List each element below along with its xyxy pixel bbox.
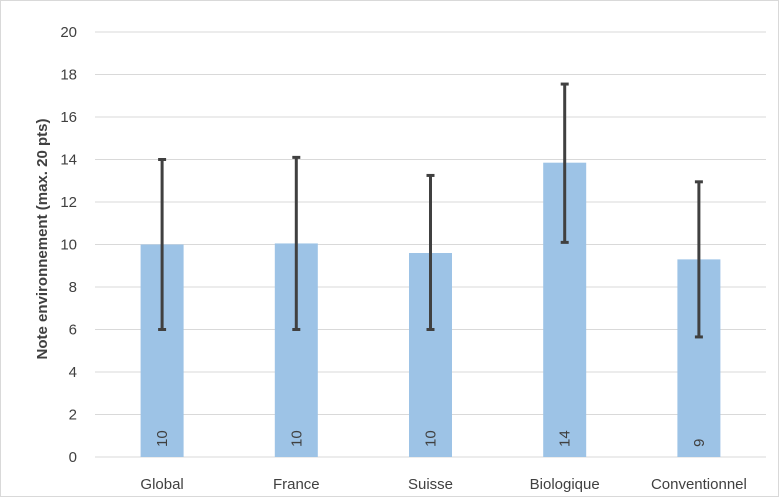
- data-label: 10: [154, 430, 171, 447]
- error-bar: [292, 155, 301, 331]
- data-label: 10: [423, 430, 440, 447]
- data-labels: 10 10 10 14 9: [154, 430, 708, 447]
- y-tick-label: 14: [60, 152, 77, 169]
- y-tick-label: 6: [69, 322, 77, 339]
- gridlines: [95, 31, 766, 458]
- data-label: 9: [691, 439, 708, 447]
- error-bar: [560, 82, 569, 244]
- x-axis-categories: Global France Suisse Biologique Conventionne…: [140, 476, 746, 493]
- data-label: 14: [557, 430, 574, 447]
- y-tick-label: 0: [69, 449, 77, 466]
- y-tick-label: 8: [69, 279, 77, 296]
- error-bar: [694, 180, 703, 339]
- y-tick-label: 18: [60, 67, 77, 84]
- error-bar: [158, 158, 167, 331]
- y-tick-label: 4: [69, 364, 77, 381]
- error-bar: [426, 173, 435, 331]
- y-tick-label: 20: [60, 24, 77, 41]
- x-category-label: Global: [140, 476, 183, 493]
- y-axis-label: Note environnement (max. 20 pts): [34, 119, 51, 360]
- data-label: 10: [288, 430, 305, 447]
- y-tick-label: 12: [60, 194, 77, 211]
- error-bars: [158, 82, 703, 339]
- x-category-label: Suisse: [408, 476, 453, 493]
- x-category-label: Biologique: [530, 476, 600, 493]
- y-axis-ticks: 0 2 4 6 8 10 12 14 16 18 20: [60, 24, 77, 466]
- x-category-label: Conventionnel: [651, 476, 747, 493]
- y-tick-label: 10: [60, 237, 77, 254]
- y-tick-label: 2: [69, 407, 77, 424]
- x-category-label: France: [273, 476, 320, 493]
- y-tick-label: 16: [60, 109, 77, 126]
